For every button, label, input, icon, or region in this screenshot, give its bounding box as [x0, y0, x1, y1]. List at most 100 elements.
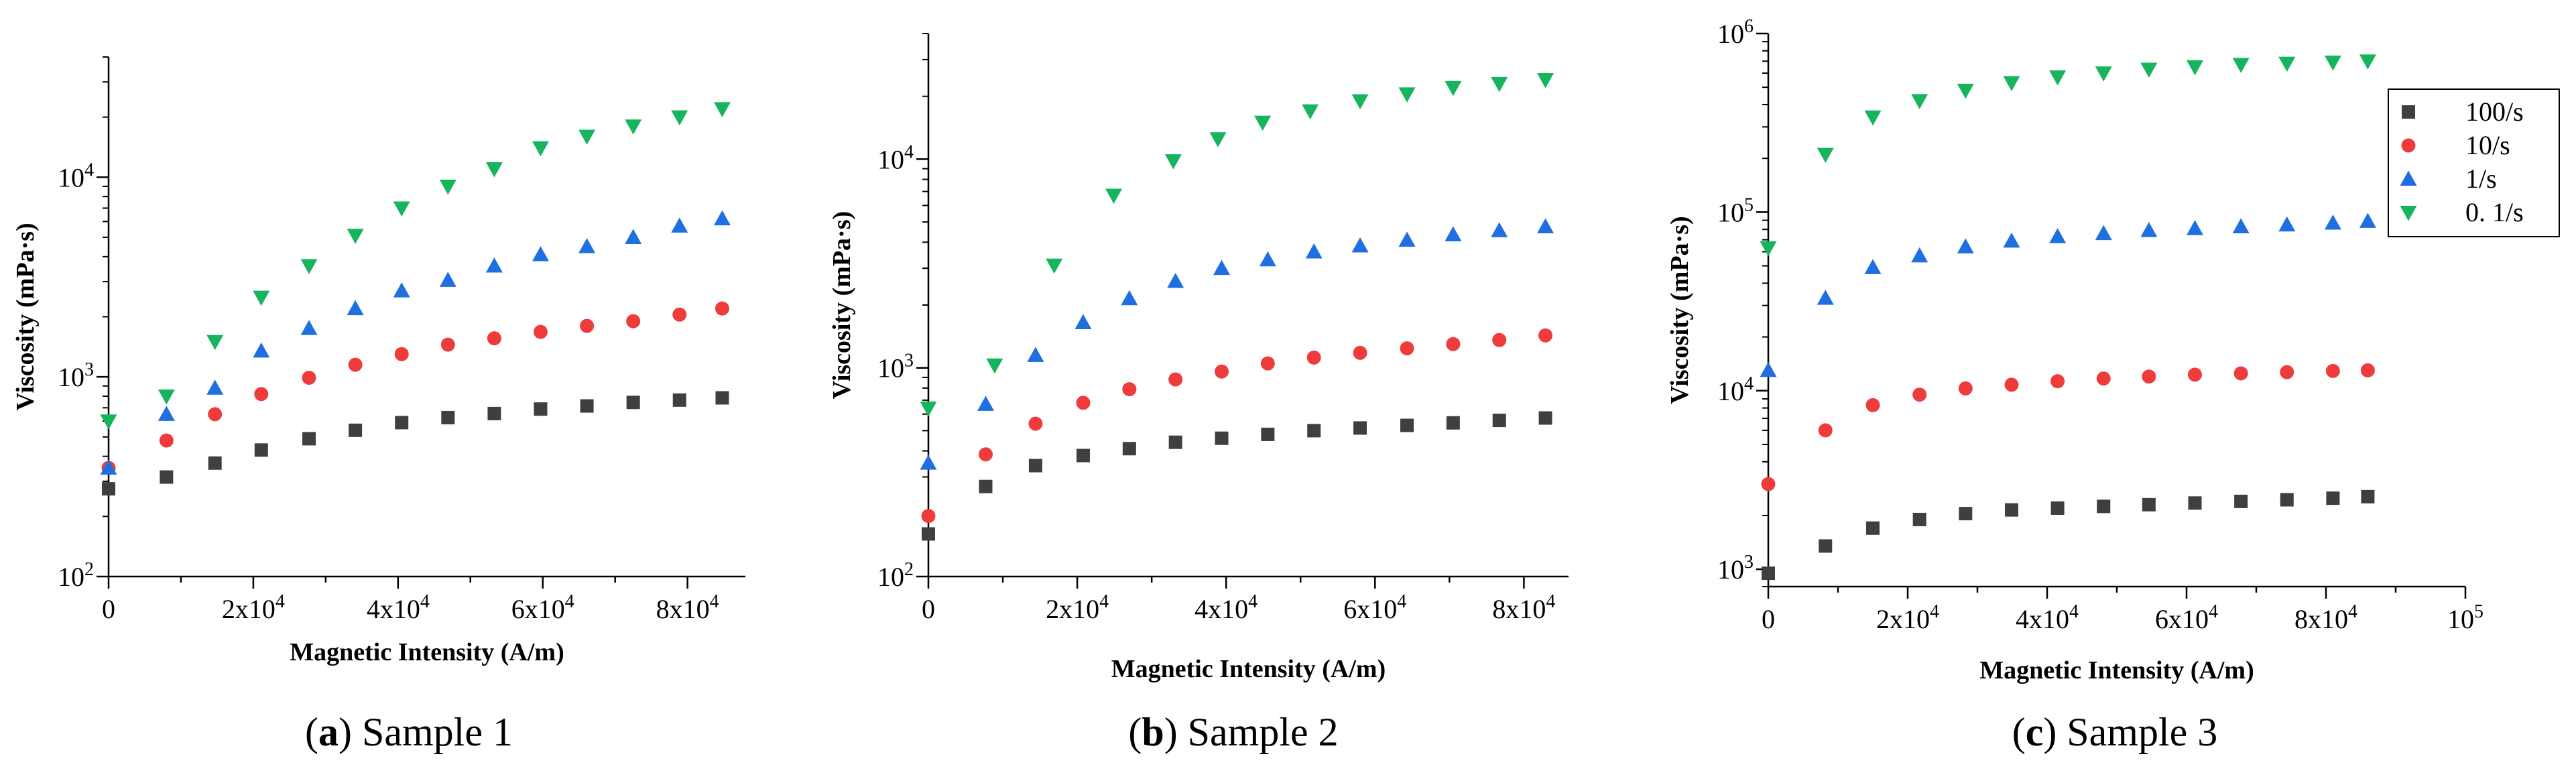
- data-point: [395, 416, 409, 430]
- series-3: [100, 102, 731, 430]
- data-point: [2278, 56, 2296, 72]
- data-point: [920, 455, 937, 470]
- data-point: [487, 331, 501, 346]
- data-point: [1817, 147, 1834, 164]
- data-point: [1398, 231, 1416, 247]
- data-point: [485, 162, 503, 178]
- data-point: [1537, 218, 1554, 234]
- data-point: [580, 318, 595, 333]
- data-point: [2361, 489, 2375, 503]
- data-point: [2324, 55, 2341, 71]
- legend-marker: [2402, 105, 2415, 119]
- data-point: [1307, 424, 1321, 438]
- data-point: [1818, 423, 1833, 438]
- data-point: [1491, 222, 1508, 237]
- series-0: [102, 391, 729, 496]
- data-point: [1028, 459, 1042, 473]
- data-point: [2234, 494, 2248, 508]
- x-tick-label: 0: [1762, 604, 1775, 634]
- data-point: [1306, 350, 1321, 365]
- data-point: [715, 391, 729, 405]
- data-point: [393, 282, 410, 298]
- data-point: [1215, 431, 1229, 445]
- data-point: [2140, 62, 2158, 78]
- data-point: [2359, 213, 2376, 228]
- data-point: [986, 358, 1003, 374]
- data-point: [440, 337, 455, 352]
- data-point: [979, 479, 993, 493]
- data-point: [100, 459, 117, 475]
- y-tick-label: 106: [1717, 16, 1754, 49]
- data-point: [102, 482, 115, 496]
- x-tick-label: 8x104: [656, 591, 719, 624]
- data-point: [533, 324, 548, 339]
- data-point: [2324, 215, 2341, 230]
- data-point: [1353, 345, 1367, 360]
- data-point: [254, 387, 269, 402]
- data-point: [158, 406, 175, 421]
- data-point: [1492, 414, 1506, 428]
- y-tick-label: 104: [58, 160, 94, 192]
- data-point: [713, 102, 731, 117]
- x-tick-label: 0: [922, 594, 935, 624]
- data-point: [1351, 237, 1369, 253]
- data-point: [1911, 247, 1928, 263]
- y-axis-title: Viscosity (mPa·s): [11, 223, 40, 410]
- y-tick-label: 104: [877, 141, 914, 174]
- data-point: [2096, 371, 2111, 386]
- x-tick-label: 4x104: [1194, 591, 1258, 624]
- data-point: [349, 423, 363, 437]
- data-point: [1957, 83, 1974, 99]
- data-point: [393, 201, 410, 217]
- data-point: [300, 320, 318, 335]
- data-point: [1912, 512, 1926, 526]
- data-point: [441, 410, 455, 424]
- data-point: [2004, 503, 2018, 517]
- x-tick-label: 6x104: [1343, 591, 1406, 624]
- series-1: [1761, 363, 2375, 491]
- data-point: [1491, 76, 1508, 93]
- y-tick-label: 103: [877, 351, 914, 383]
- chart-panel-a: 102 103 104 0 2x104 4x104 6x104 8x104 Magnetic I…: [11, 56, 745, 754]
- data-point: [626, 314, 641, 328]
- chart-panel-c: 103 104 105 106 0 2x104 4x104 6x104 8x104 105 Magn…: [1666, 16, 2483, 754]
- x-tick-label: 4x104: [367, 591, 430, 624]
- data-point: [922, 527, 935, 541]
- data-point: [977, 396, 995, 411]
- data-point: [1353, 421, 1367, 435]
- data-point: [348, 357, 363, 372]
- data-point: [1213, 259, 1231, 276]
- series-3: [1760, 54, 2376, 257]
- panel-caption: (a) Sample 1: [305, 710, 513, 754]
- data-point: [2280, 493, 2294, 507]
- y-tick-label: 103: [58, 359, 94, 392]
- data-point: [160, 470, 174, 484]
- data-point: [625, 229, 642, 244]
- data-point: [672, 307, 687, 322]
- series-2: [920, 218, 1554, 470]
- data-point: [1046, 258, 1063, 274]
- legend-label: 10/s: [2465, 130, 2510, 160]
- data-point: [578, 238, 596, 253]
- data-point: [1167, 273, 1184, 288]
- chart-panel-b: 102 103 104 0 2x104 4x104 6x104 8x104 Magnetic I…: [828, 33, 1569, 754]
- data-point: [1400, 418, 1414, 432]
- data-point: [1911, 94, 1928, 109]
- data-point: [1122, 442, 1136, 456]
- data-point: [1168, 435, 1182, 449]
- series-2: [100, 210, 731, 475]
- data-point: [2359, 54, 2376, 70]
- data-point: [1261, 427, 1275, 441]
- legend: 100/s10/s 1/s0. 1/s: [2388, 88, 2560, 237]
- data-point: [672, 393, 686, 407]
- data-point: [439, 272, 456, 287]
- x-tick-label: 6x104: [511, 591, 574, 624]
- x-axis-title: Magnetic Intensity (A/m): [1111, 655, 1386, 683]
- data-point: [1817, 290, 1834, 305]
- data-point: [1254, 115, 1272, 131]
- data-point: [1819, 539, 1833, 553]
- data-point: [2050, 374, 2065, 389]
- data-point: [1866, 521, 1880, 535]
- data-point: [1537, 73, 1554, 88]
